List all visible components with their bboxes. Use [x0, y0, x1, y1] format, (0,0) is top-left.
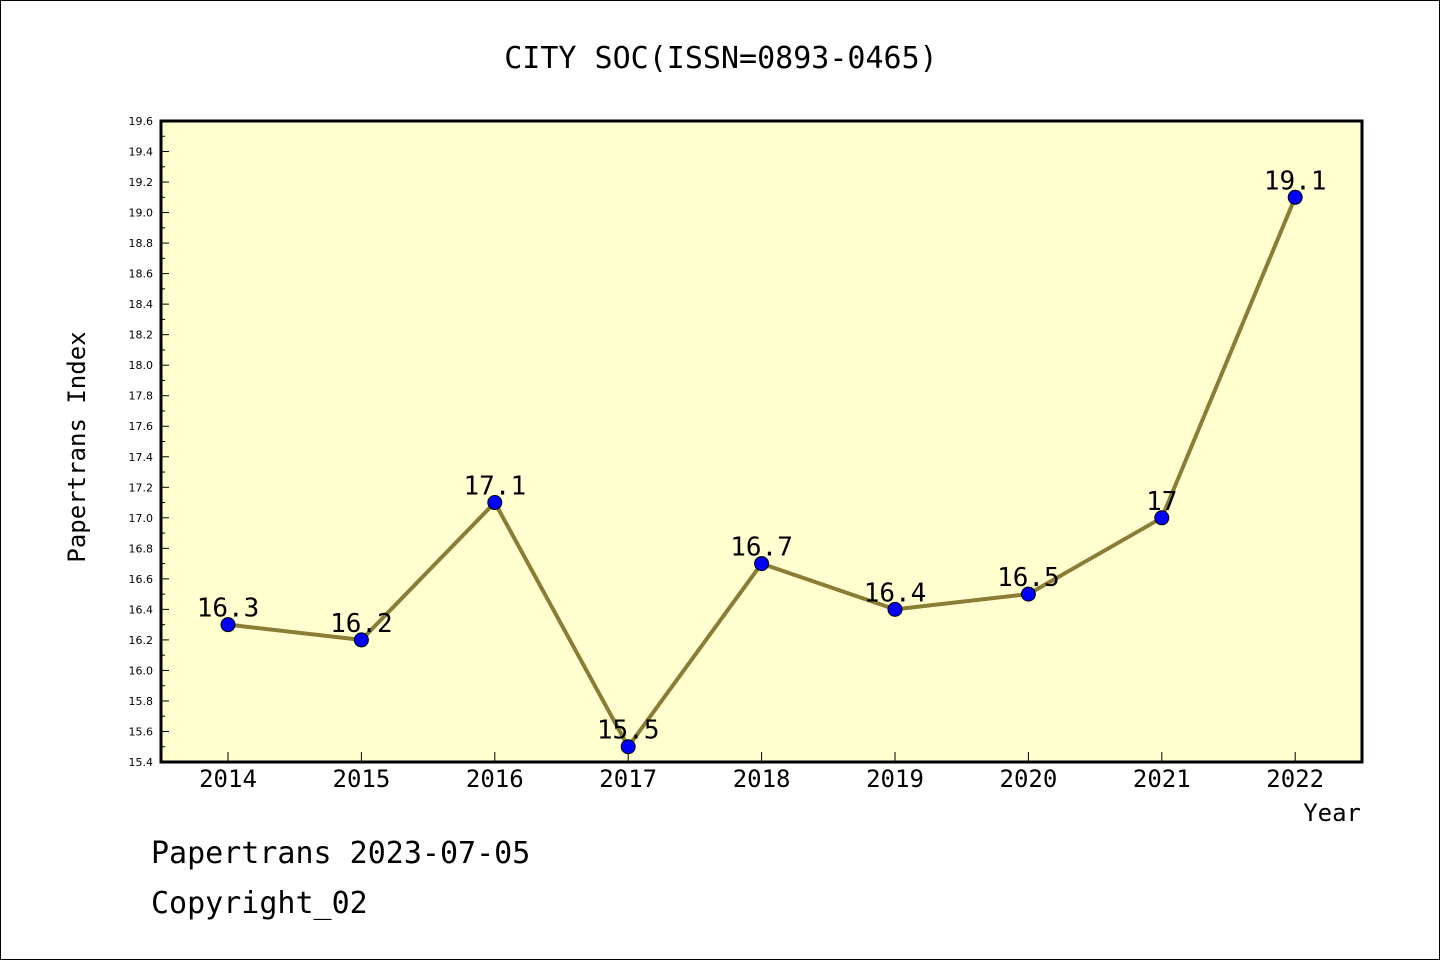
footer-date: Papertrans 2023-07-05 [151, 836, 531, 871]
y-tick-label: 16.2 [129, 634, 154, 647]
y-tick-label: 17.4 [129, 451, 154, 464]
x-tick-label: 2017 [599, 765, 657, 793]
y-tick-label: 17.6 [129, 420, 154, 433]
y-tick-label: 17.2 [129, 481, 154, 494]
chart-title: CITY SOC(ISSN=0893-0465) [504, 41, 937, 76]
data-label: 17.1 [463, 472, 526, 502]
x-tick-label: 2021 [1133, 765, 1191, 793]
data-point [1020, 586, 1036, 602]
y-tick-label: 17.8 [129, 390, 154, 403]
data-point [754, 556, 770, 572]
x-tick-label: 2019 [866, 765, 924, 793]
y-tick-label: 19.2 [129, 176, 154, 189]
y-tick-label: 19.6 [129, 115, 154, 128]
y-tick-label: 15.4 [129, 756, 154, 769]
data-label: 15.5 [597, 716, 660, 746]
x-axis-ticks: 2014 2015 2016 2017 2018 2019 2020 2021 2022 [199, 752, 1324, 793]
y-tick-label: 18.6 [129, 268, 154, 281]
x-tick-label: 2015 [333, 765, 391, 793]
y-tick-label: 18.0 [129, 359, 154, 372]
x-axis-label: Year [1303, 799, 1361, 827]
y-tick-label: 18.8 [129, 237, 154, 250]
x-tick-label: 2022 [1266, 765, 1324, 793]
data-label: 16.5 [997, 563, 1060, 593]
data-label: 19.1 [1264, 166, 1327, 196]
y-tick-label: 16.6 [129, 573, 154, 586]
data-label: 16.2 [330, 609, 393, 639]
data-point [1154, 510, 1170, 526]
y-axis-label: Papertrans Index [63, 331, 91, 562]
data-point [487, 495, 503, 511]
y-tick-label: 18.4 [129, 298, 154, 311]
y-tick-label: 16.4 [129, 603, 154, 616]
data-point [887, 601, 903, 617]
y-tick-label: 16.0 [129, 664, 154, 677]
x-tick-label: 2016 [466, 765, 524, 793]
data-point [353, 632, 369, 648]
data-label: 17 [1146, 487, 1177, 517]
y-tick-label: 17.0 [129, 512, 154, 525]
data-point [1287, 189, 1303, 205]
y-tick-label: 19.4 [129, 146, 154, 159]
series-markers [220, 189, 1303, 755]
data-point [220, 617, 236, 633]
y-axis-ticks: 15.4 15.6 15.8 16.0 16.2 16.4 16.6 16.8 17.0 17.2… [129, 115, 169, 769]
data-labels: 16.3 16.2 17.1 15.5 16.7 16.4 16.5 17 19.1 [197, 166, 1327, 745]
footer-copyright: Copyright_02 [151, 886, 368, 921]
data-label: 16.7 [730, 533, 793, 563]
data-point [620, 739, 636, 755]
y-tick-label: 19.0 [129, 207, 154, 220]
data-label: 16.3 [197, 594, 260, 624]
x-tick-label: 2014 [199, 765, 257, 793]
y-tick-label: 16.8 [129, 542, 154, 555]
data-label: 16.4 [864, 578, 927, 608]
plot-area [159, 119, 1364, 764]
y-tick-label: 15.6 [129, 725, 154, 738]
x-tick-label: 2018 [733, 765, 791, 793]
y-tick-label: 18.2 [129, 329, 154, 342]
y-tick-label: 15.8 [129, 695, 154, 708]
x-tick-label: 2020 [1000, 765, 1058, 793]
